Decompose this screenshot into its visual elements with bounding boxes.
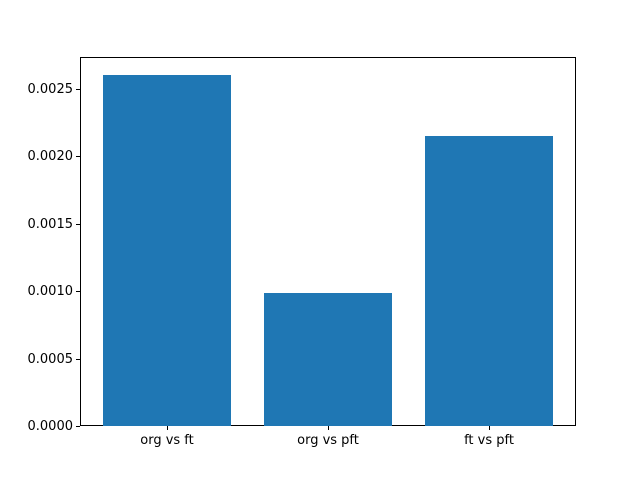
x-tick-mark [328,426,329,430]
x-tick-mark [489,426,490,430]
y-tick-mark [76,426,80,427]
x-tick-label: ft vs pft [464,433,514,448]
y-tick-label: 0.0010 [27,284,74,299]
y-tick-mark [76,156,80,157]
x-tick-mark [167,426,168,430]
bar-2 [263,292,393,426]
y-tick-mark [76,89,80,90]
bar-1 [102,75,232,426]
y-tick-mark [76,291,80,292]
y-tick-label: 0.0015 [27,217,74,232]
y-tick-mark [76,359,80,360]
y-tick-label: 0.0005 [27,352,74,367]
y-tick-label: 0.0000 [27,419,74,434]
x-tick-label: org vs pft [297,433,359,448]
y-tick-label: 0.0020 [27,149,74,164]
bar-3 [424,136,554,426]
x-tick-label: org vs ft [140,433,194,448]
y-tick-mark [76,224,80,225]
y-tick-label: 0.0025 [27,82,74,97]
